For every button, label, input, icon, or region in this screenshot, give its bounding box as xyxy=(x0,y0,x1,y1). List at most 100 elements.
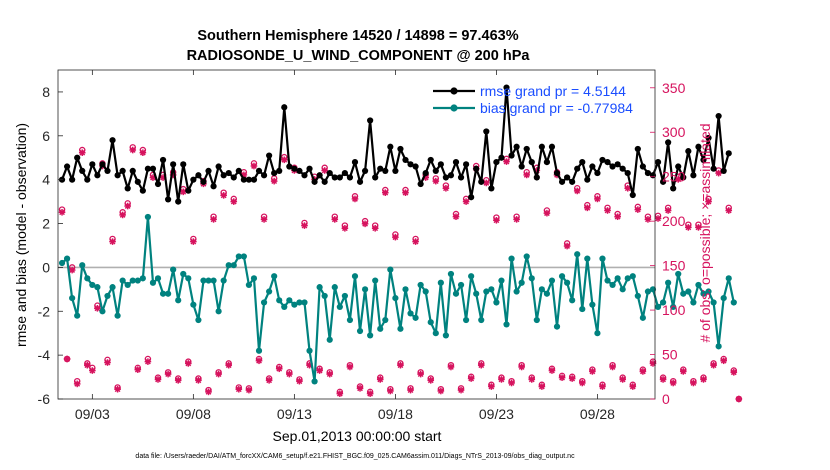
rmse-point xyxy=(296,167,303,174)
obs-assimilated-point xyxy=(296,377,303,385)
rmse-point xyxy=(483,128,490,135)
rmse-point xyxy=(311,178,318,185)
bias-point xyxy=(412,314,419,321)
bias-point xyxy=(503,321,510,328)
bias-point xyxy=(144,213,152,221)
bias-point xyxy=(528,275,535,282)
rmse-point xyxy=(493,159,500,166)
obs-assimilated-point xyxy=(109,238,116,245)
obs-assimilated-point xyxy=(477,361,485,369)
bias-point xyxy=(488,286,495,293)
obs-assimilated-point xyxy=(503,158,510,165)
legend-bias-label: bias grand pr = -0.77984 xyxy=(480,100,633,116)
obs-assimilated-point xyxy=(397,361,404,369)
obs-assimilated-point xyxy=(614,213,621,221)
bias-point xyxy=(341,292,348,300)
obs-assimilated-point xyxy=(124,202,132,210)
rmse-point xyxy=(397,145,404,153)
obs-assimilated-point xyxy=(205,388,212,396)
rmse-point xyxy=(675,163,682,170)
bias-point xyxy=(594,330,601,337)
obs-assimilated-point xyxy=(412,238,419,245)
rmse-point xyxy=(634,145,641,153)
obs-assimilated-point xyxy=(563,242,571,250)
obs-assimilated-point xyxy=(336,390,344,397)
bias-point xyxy=(114,312,121,319)
obs-assimilated-point xyxy=(63,355,71,363)
bias-point xyxy=(89,281,96,289)
x-tick-label: 09/23 xyxy=(479,406,514,422)
bias-point xyxy=(558,273,566,280)
x-tick-label: 09/03 xyxy=(75,406,110,422)
bias-point xyxy=(553,323,561,330)
obs-assimilated-point xyxy=(604,207,611,214)
rmse-point xyxy=(250,176,258,183)
bias-point xyxy=(109,284,116,291)
rmse-point xyxy=(180,161,187,168)
rmse-point xyxy=(99,161,106,168)
bias-point xyxy=(139,275,146,282)
rmse-point xyxy=(119,167,126,174)
bias-point xyxy=(205,277,212,284)
rmse-point xyxy=(255,167,263,174)
rmse-point xyxy=(79,167,86,174)
rmse-point xyxy=(139,187,146,194)
bias-point xyxy=(700,290,707,297)
rmse-point xyxy=(629,191,636,199)
bias-point xyxy=(58,259,66,267)
bias-point xyxy=(478,316,485,324)
obs-assimilated-point xyxy=(73,380,81,388)
bias-point xyxy=(538,286,545,293)
rmse-point xyxy=(579,159,586,166)
bias-point xyxy=(468,273,475,280)
x-tick-label: 09/08 xyxy=(176,406,211,422)
rmse-point xyxy=(564,174,571,181)
obs-assimilated-point xyxy=(417,370,424,378)
obs-assimilated-point xyxy=(427,377,435,384)
bias-point xyxy=(321,292,328,300)
obs-assimilated-point xyxy=(164,370,172,378)
chart-subtitle: RADIOSONDE_U_WIND_COMPONENT @ 200 hPa xyxy=(187,48,531,64)
bias-point xyxy=(361,286,369,293)
bias-point xyxy=(695,281,702,289)
bias-point xyxy=(367,332,374,339)
plot-frame xyxy=(57,69,656,400)
bias-point xyxy=(427,319,434,326)
rmse-point xyxy=(149,165,157,172)
y-right-tick-label: 150 xyxy=(662,258,686,274)
rmse-point xyxy=(306,165,313,172)
rmse-point xyxy=(569,178,576,185)
bias-point xyxy=(316,284,323,291)
rmse-point xyxy=(639,163,646,170)
obs-assimilated-point xyxy=(356,385,364,392)
rmse-point xyxy=(685,148,692,155)
rmse-point xyxy=(159,156,167,164)
rmse-point xyxy=(291,165,298,172)
bias-point xyxy=(245,281,253,289)
rmse-point xyxy=(644,169,652,177)
rmse-point xyxy=(134,178,141,185)
rmse-point xyxy=(367,117,374,124)
bias-point xyxy=(392,295,399,302)
obs-assimilated-point xyxy=(381,189,389,197)
bias-point xyxy=(619,286,626,293)
obs-assimilated-point xyxy=(624,184,632,192)
rmse-point xyxy=(412,163,419,170)
obs-assimilated-point xyxy=(94,305,101,312)
obs-assimilated-point xyxy=(407,386,414,394)
rmse-point xyxy=(715,112,722,120)
bias-point xyxy=(574,251,581,258)
bias-point xyxy=(266,288,273,295)
bias-point xyxy=(260,299,268,306)
rmse-point xyxy=(710,165,717,172)
bias-point xyxy=(230,262,237,269)
bias-point xyxy=(629,273,636,280)
obs-assimilated-point xyxy=(392,233,399,241)
bias-point xyxy=(584,255,591,262)
rmse-point xyxy=(382,167,389,174)
rmse-point xyxy=(695,143,702,150)
bias-point xyxy=(670,303,677,310)
bias-point xyxy=(306,347,313,354)
bias-point xyxy=(437,279,444,286)
rmse-point xyxy=(377,165,384,172)
